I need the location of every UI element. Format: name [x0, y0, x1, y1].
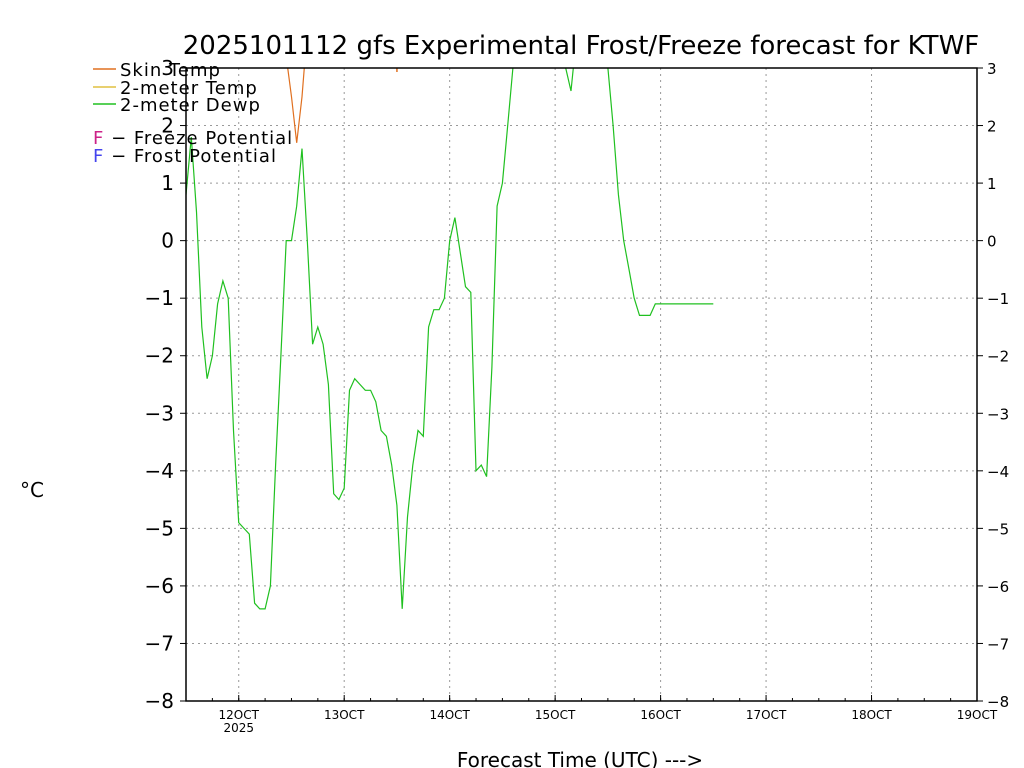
y-tick-label-right: −1	[987, 290, 1009, 308]
x-tick-label: 14OCT	[429, 708, 470, 722]
freeze-potential-symbol: F	[93, 128, 104, 149]
x-tick-label: 12OCT	[219, 708, 260, 722]
legend-label-2m-temp: 2-meter Temp	[120, 78, 258, 99]
y-tick-label-left: 2	[161, 114, 174, 138]
y-tick-label-left: −6	[145, 574, 174, 598]
y-tick-label-left: −8	[145, 689, 174, 713]
x-axis-label: Forecast Time (UTC) --->	[457, 748, 703, 768]
y-tick-label-right: 1	[987, 175, 997, 193]
y-tick-label-right: 3	[987, 60, 997, 78]
y-axis-label: °C	[20, 478, 44, 502]
y-tick-label-right: −6	[987, 578, 1009, 596]
y-tick-label-right: −8	[987, 693, 1009, 711]
y-tick-label-right: −2	[987, 348, 1009, 366]
freeze-potential-text: − Freeze Potential	[104, 128, 293, 149]
frost-potential-symbol: F	[93, 146, 104, 167]
chart-title: 2025101112 gfs Experimental Frost/Freeze…	[183, 31, 979, 61]
x-tick-label: 17OCT	[746, 708, 787, 722]
y-tick-label-left: −4	[145, 459, 174, 483]
x-tick-label: 18OCT	[851, 708, 892, 722]
y-tick-label-right: −3	[987, 405, 1009, 423]
y-tick-label-right: −4	[987, 463, 1009, 481]
y-tick-label-left: 3	[161, 56, 174, 80]
y-tick-label-left: −7	[145, 631, 174, 655]
freeze-potential-legend: F − Freeze Potential	[93, 128, 293, 149]
y-tick-label-right: −5	[987, 520, 1009, 538]
legend-label-skin-temp: Skin Temp	[120, 60, 221, 81]
legend: Skin Temp 2-meter Temp 2-meter Dewp F − …	[93, 60, 293, 167]
grid-layer	[186, 68, 977, 701]
x-tick-label: 16OCT	[640, 708, 681, 722]
y-tick-label-left: −2	[145, 344, 174, 368]
plot-frame	[185, 67, 978, 702]
x-tick-label: 15OCT	[535, 708, 576, 722]
axis-layer: −8 −8 −7 −7 −6 −6 −5 −5 −4 −4 −3 −3 −2 −2 −1 −1 0 0 1 1 2 2 3 3…	[145, 56, 1010, 735]
series-line-2-meter-dewp	[186, 68, 714, 610]
series-line-skin-temp	[287, 68, 305, 143]
y-tick-label-left: 0	[161, 229, 174, 253]
y-tick-label-left: −3	[145, 401, 174, 425]
y-tick-label-right: −7	[987, 635, 1009, 653]
y-tick-label-left: −5	[145, 516, 174, 540]
x-tick-label: 19OCT	[957, 708, 998, 722]
legend-label-2m-dewp: 2-meter Dewp	[120, 95, 261, 116]
y-tick-label-left: 1	[161, 171, 174, 195]
y-tick-label-left: −1	[145, 286, 174, 310]
x-tick-label: 13OCT	[324, 708, 365, 722]
x-tick-sublabel: 2025	[223, 721, 254, 735]
y-tick-label-right: 0	[987, 233, 997, 251]
frost-potential-text: − Frost Potential	[104, 146, 277, 167]
frost-potential-legend: F − Frost Potential	[93, 146, 277, 167]
y-tick-label-right: 2	[987, 118, 997, 136]
